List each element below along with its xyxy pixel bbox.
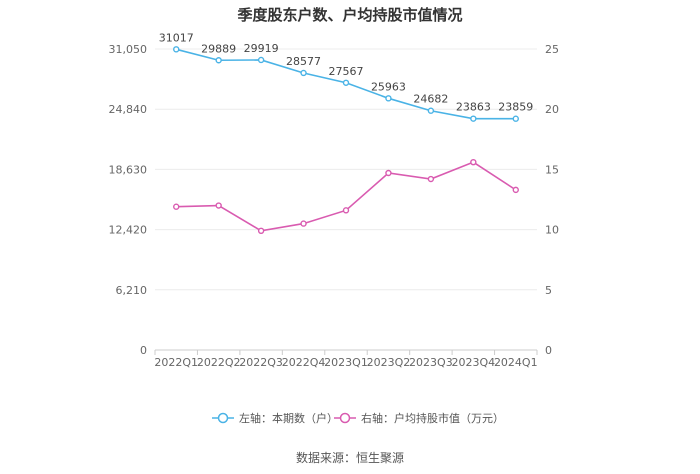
data-point [173, 46, 180, 53]
data-point [427, 107, 435, 114]
data-label: 28577 [286, 55, 321, 68]
x-axis-tick-label: 2023Q1 [324, 356, 368, 369]
data-source-note: 数据来源：恒生聚源 [295, 451, 404, 465]
data-label: 29919 [244, 42, 279, 55]
x-axis-tick-label: 2024Q1 [494, 356, 538, 369]
left-axis-tick-label: 24,840 [109, 103, 148, 116]
data-point [512, 115, 519, 122]
data-point [342, 207, 350, 214]
x-axis-tick-label: 2022Q1 [154, 356, 198, 369]
left-axis-tick-label: 18,630 [109, 163, 148, 176]
left-axis-tick-label: 12,420 [109, 224, 148, 237]
legend-swatch-marker [217, 412, 229, 424]
x-axis-tick-label: 2022Q3 [239, 356, 283, 369]
data-point [257, 227, 265, 235]
x-axis-tick-label: 2022Q4 [282, 356, 326, 369]
data-point [173, 203, 180, 210]
left-axis-tick-label: 6,210 [116, 284, 148, 297]
legend-label: 左轴：本期数（户） [239, 411, 338, 425]
data-point [470, 158, 477, 166]
data-label: 25963 [371, 80, 406, 93]
right-axis-tick-label: 10 [545, 224, 559, 237]
data-label: 23863 [456, 101, 491, 114]
x-axis-tick-label: 2023Q4 [452, 356, 496, 369]
data-label: 29889 [201, 42, 236, 55]
x-axis-tick-label: 2023Q3 [409, 356, 453, 369]
data-point [300, 69, 307, 77]
right-axis-tick-label: 5 [545, 284, 552, 297]
chart-title: 季度股东户数、户均持股市值情况 [237, 6, 463, 24]
data-point [300, 220, 307, 227]
legend-label: 右轴：户均持股市值（万元） [361, 411, 504, 425]
left-axis-tick-label: 0 [140, 344, 147, 357]
right-axis-tick-label: 20 [545, 103, 559, 116]
data-point [470, 115, 477, 122]
data-point [427, 175, 435, 183]
right-axis-tick-label: 25 [545, 43, 559, 56]
series-line [176, 161, 517, 232]
data-point [385, 169, 392, 177]
data-point [512, 186, 519, 194]
data-point [215, 202, 222, 209]
right-axis-tick-label: 15 [545, 163, 559, 176]
data-label: 31017 [159, 31, 194, 44]
data-point [385, 95, 392, 102]
data-point [257, 56, 265, 64]
data-label: 23859 [498, 101, 533, 114]
x-axis-tick-label: 2023Q2 [367, 356, 411, 369]
x-axis-tick-label: 2022Q2 [197, 356, 241, 369]
right-axis-tick-label: 0 [545, 344, 552, 357]
legend-swatch-marker [339, 412, 351, 424]
data-label: 24682 [413, 93, 448, 106]
data-label: 27567 [329, 65, 364, 78]
left-axis-tick-label: 31,050 [109, 43, 148, 56]
data-point [342, 79, 350, 86]
data-point [215, 57, 222, 64]
